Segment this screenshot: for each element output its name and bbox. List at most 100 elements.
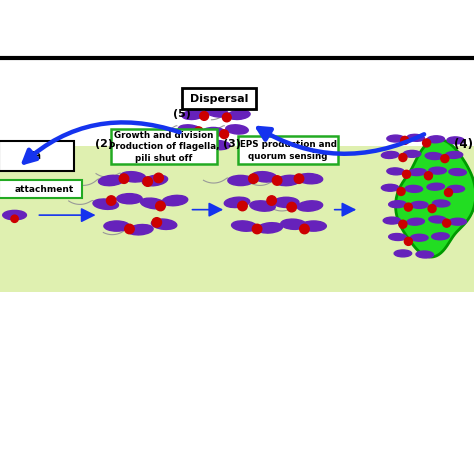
Ellipse shape [432, 233, 449, 240]
Ellipse shape [226, 125, 248, 134]
Ellipse shape [445, 152, 463, 158]
Ellipse shape [383, 217, 401, 224]
Ellipse shape [382, 184, 399, 191]
Ellipse shape [405, 185, 423, 192]
Ellipse shape [252, 172, 277, 182]
Circle shape [222, 113, 231, 122]
Ellipse shape [410, 234, 428, 241]
Ellipse shape [250, 201, 275, 211]
Ellipse shape [228, 110, 250, 119]
Circle shape [154, 173, 164, 182]
Ellipse shape [425, 153, 443, 160]
Circle shape [404, 237, 412, 246]
Ellipse shape [429, 167, 447, 174]
Circle shape [238, 201, 247, 211]
Circle shape [273, 176, 282, 185]
Circle shape [424, 172, 432, 180]
Circle shape [443, 219, 451, 227]
Ellipse shape [410, 201, 428, 209]
Circle shape [119, 174, 129, 183]
Ellipse shape [140, 198, 166, 209]
Text: (4): (4) [454, 137, 473, 151]
Circle shape [399, 154, 407, 162]
Ellipse shape [301, 221, 326, 231]
FancyBboxPatch shape [0, 180, 82, 198]
Text: Growth and division
Production of flagella,
pili shut off: Growth and division Production of flagel… [109, 131, 219, 163]
Ellipse shape [208, 140, 230, 150]
Ellipse shape [416, 251, 434, 258]
Ellipse shape [275, 175, 301, 186]
Circle shape [428, 205, 436, 212]
Circle shape [200, 111, 209, 120]
Text: EPS production and
quorum sensing: EPS production and quorum sensing [239, 140, 337, 161]
FancyBboxPatch shape [182, 88, 256, 109]
Ellipse shape [232, 221, 257, 231]
Bar [0, 146, 474, 292]
Circle shape [300, 224, 309, 234]
Ellipse shape [162, 195, 188, 206]
Circle shape [287, 202, 296, 212]
Text: (3): (3) [223, 139, 240, 149]
Text: ia: ia [31, 151, 41, 161]
Circle shape [294, 174, 304, 183]
Text: (2): (2) [95, 139, 113, 149]
Circle shape [249, 174, 258, 183]
Text: attachment: attachment [14, 185, 73, 194]
Ellipse shape [184, 139, 206, 149]
Ellipse shape [3, 210, 27, 220]
Ellipse shape [407, 218, 424, 225]
Ellipse shape [142, 175, 168, 186]
Ellipse shape [389, 201, 406, 208]
Circle shape [401, 137, 409, 145]
Ellipse shape [281, 219, 306, 229]
Ellipse shape [228, 175, 254, 186]
Ellipse shape [382, 152, 399, 158]
Ellipse shape [394, 250, 411, 257]
Circle shape [397, 187, 405, 195]
Circle shape [399, 220, 407, 228]
Circle shape [252, 224, 262, 234]
FancyBboxPatch shape [238, 137, 337, 164]
Text: (5): (5) [173, 109, 191, 119]
Circle shape [201, 141, 210, 150]
Ellipse shape [178, 125, 201, 134]
Ellipse shape [389, 234, 406, 240]
Ellipse shape [257, 223, 283, 233]
Ellipse shape [297, 201, 323, 211]
Circle shape [423, 139, 430, 147]
Circle shape [155, 201, 165, 211]
Ellipse shape [447, 137, 465, 144]
Ellipse shape [387, 135, 404, 142]
Circle shape [11, 215, 18, 222]
Ellipse shape [297, 173, 323, 184]
Circle shape [404, 203, 412, 211]
Ellipse shape [151, 219, 177, 229]
Ellipse shape [104, 221, 129, 231]
Ellipse shape [427, 183, 445, 190]
Ellipse shape [273, 197, 299, 208]
Ellipse shape [93, 199, 118, 210]
Circle shape [107, 196, 116, 205]
Ellipse shape [432, 200, 450, 207]
Ellipse shape [429, 216, 447, 223]
Circle shape [220, 130, 228, 138]
Polygon shape [396, 139, 474, 257]
Circle shape [441, 155, 449, 163]
Ellipse shape [449, 218, 466, 225]
Ellipse shape [449, 169, 466, 175]
Ellipse shape [427, 136, 445, 143]
Ellipse shape [447, 185, 465, 192]
Ellipse shape [128, 225, 153, 235]
Ellipse shape [387, 168, 404, 175]
Circle shape [194, 127, 203, 136]
Circle shape [125, 224, 134, 234]
Ellipse shape [99, 175, 124, 186]
Ellipse shape [120, 172, 146, 182]
Circle shape [445, 189, 453, 197]
Circle shape [267, 196, 276, 205]
Ellipse shape [409, 169, 426, 175]
Ellipse shape [182, 110, 204, 119]
Text: Dispersal: Dispersal [190, 94, 248, 104]
Circle shape [152, 218, 162, 227]
Circle shape [402, 170, 410, 178]
